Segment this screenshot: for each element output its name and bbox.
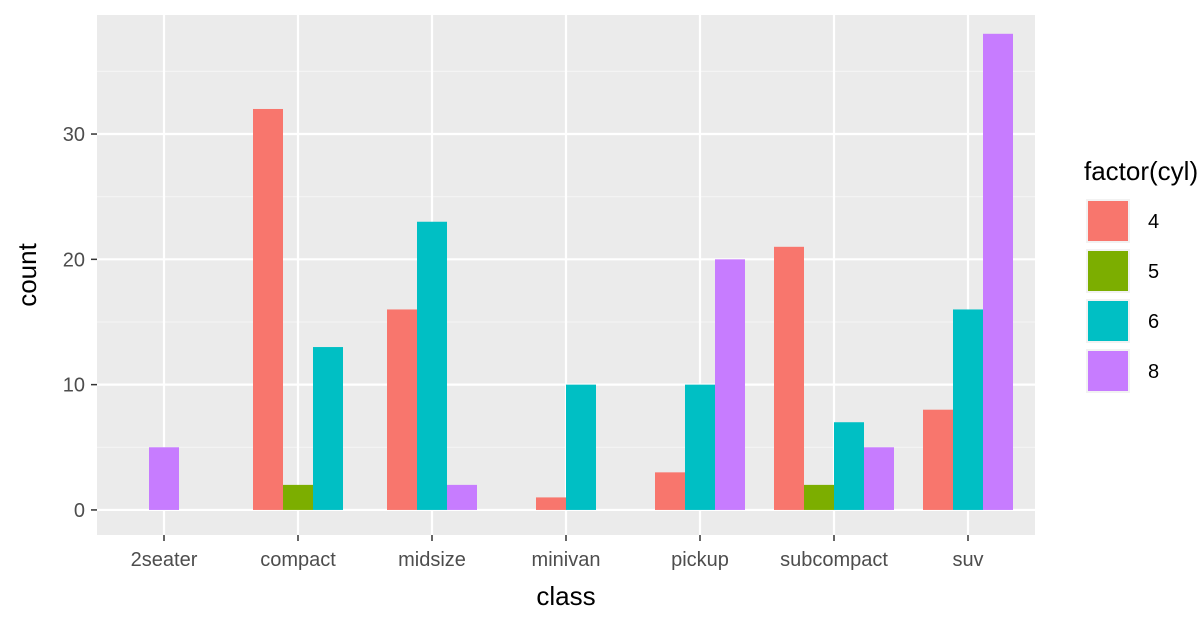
legend-key-5: [1088, 251, 1128, 291]
bar-subcompact-4: [774, 246, 804, 510]
bar-compact-5: [283, 484, 313, 510]
bar-compact-6: [313, 347, 343, 510]
bar-pickup-8: [715, 259, 745, 510]
bars: [149, 33, 1013, 510]
bar-midsize-6: [417, 221, 447, 510]
x-tick-label: pickup: [671, 549, 729, 571]
legend-label-5: 5: [1148, 261, 1159, 283]
legend-label-6: 6: [1148, 311, 1159, 333]
legend-title: factor(cyl): [1084, 156, 1198, 186]
bar-subcompact-5: [804, 484, 834, 510]
legend-label-4: 4: [1148, 211, 1159, 233]
bar-suv-8: [983, 33, 1013, 510]
bar-midsize-8: [447, 484, 477, 510]
bar-minivan-6: [566, 384, 596, 510]
bar-2seater-8: [149, 447, 179, 510]
legend: 4 5 6 8: [1086, 199, 1159, 393]
bar-pickup-4: [655, 472, 685, 510]
bar-suv-4: [923, 409, 953, 510]
y-axis: 0 10 20 30: [63, 124, 97, 522]
bar-subcompact-8: [864, 447, 894, 510]
y-tick-label: 30: [63, 124, 85, 146]
x-tick-label: minivan: [532, 549, 601, 571]
x-tick-label: 2seater: [131, 549, 198, 571]
y-tick-label: 0: [74, 500, 85, 522]
x-tick-label: midsize: [398, 549, 466, 571]
bar-subcompact-6: [834, 422, 864, 510]
legend-key-8: [1088, 351, 1128, 391]
bar-midsize-4: [387, 309, 417, 510]
x-tick-label: subcompact: [780, 549, 888, 571]
x-tick-label: compact: [260, 549, 336, 571]
bar-suv-6: [953, 309, 983, 510]
x-tick-label: suv: [952, 549, 983, 571]
y-tick-label: 10: [63, 375, 85, 397]
bar-compact-4: [253, 108, 283, 510]
legend-key-4: [1088, 201, 1128, 241]
bar-pickup-6: [685, 384, 715, 510]
y-tick-label: 20: [63, 249, 85, 271]
x-axis-title: class: [536, 581, 595, 611]
bar-minivan-4: [536, 497, 566, 510]
y-axis-title: count: [12, 242, 42, 306]
legend-label-8: 8: [1148, 361, 1159, 383]
x-axis: 2seater compact midsize minivan pickup subcom…: [131, 535, 984, 571]
legend-key-6: [1088, 301, 1128, 341]
